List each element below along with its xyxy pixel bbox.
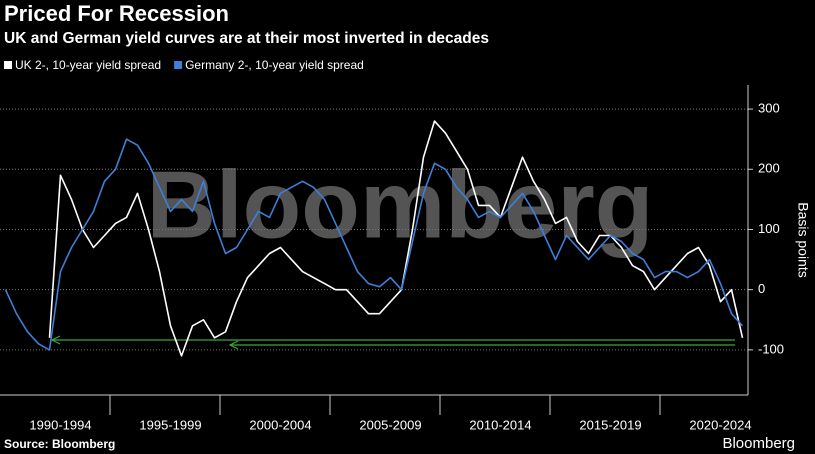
chart-title: Priced For Recession: [4, 1, 229, 26]
legend-swatch: [4, 61, 12, 69]
logo: Bloomberg: [722, 435, 795, 452]
source: Source: Bloomberg: [4, 437, 115, 451]
annotation-arrows: [50, 335, 735, 350]
y-tick-label: 300: [758, 101, 780, 116]
x-tick-label: 2005-2009: [359, 417, 421, 432]
legend-label: Germany 2-, 10-year yield spread: [185, 58, 364, 72]
y-tick-label: 100: [758, 221, 780, 236]
x-tick-label: 2000-2004: [249, 417, 311, 432]
x-tick-label: 1990-1994: [29, 417, 91, 432]
series-line: [4, 138, 744, 351]
x-tick-label: 2010-2014: [469, 417, 531, 432]
y-tick-label: -100: [758, 341, 784, 356]
series-line: [48, 120, 744, 357]
x-tick-label: 2015-2019: [579, 417, 641, 432]
y-tick-label: 0: [758, 281, 765, 296]
x-tick-label: 2020-2024: [689, 417, 751, 432]
legend-label: UK 2-, 10-year yield spread: [15, 58, 161, 72]
chart-subtitle: UK and German yield curves are at their …: [4, 30, 489, 47]
x-tick-label: 1995-1999: [139, 417, 201, 432]
y-axis-label: Basis points: [795, 202, 811, 277]
y-tick-label: 200: [758, 161, 780, 176]
legend-swatch: [174, 61, 183, 69]
